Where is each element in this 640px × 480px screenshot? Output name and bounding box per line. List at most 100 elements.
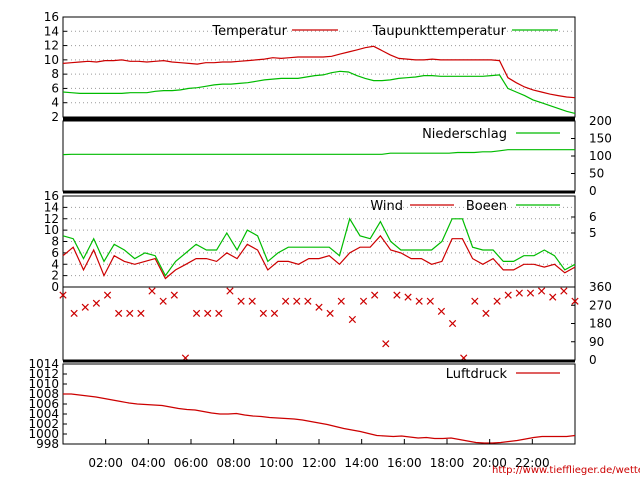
winddir-point <box>70 309 78 317</box>
winddir-point <box>526 289 535 297</box>
y-tick-label-right: 150 <box>589 132 612 146</box>
winddir-point <box>437 307 446 315</box>
winddir-point <box>426 297 434 305</box>
x-tick-label: 08:00 <box>216 456 251 470</box>
winddir-point <box>315 303 323 311</box>
y-tick-label-right: 100 <box>589 149 612 163</box>
wind-legend-label: Wind <box>370 199 403 214</box>
x-tick-label: 16:00 <box>387 456 422 470</box>
x-tick-label: 12:00 <box>302 456 337 470</box>
winddir-point <box>281 297 290 305</box>
winddir-point <box>270 309 279 317</box>
winddir-point <box>448 319 457 328</box>
series-gusts-line <box>62 217 576 277</box>
y-tick-label: 1006 <box>28 397 59 411</box>
winddir-point <box>549 293 557 301</box>
series-precipitation-line <box>62 149 575 156</box>
winddir-point <box>537 287 546 295</box>
y-tick-label-right: 360 <box>589 280 612 294</box>
y-tick-label: 8 <box>51 67 59 81</box>
temperature-legend-label: Temperatur <box>211 24 287 39</box>
y-tick-label-right: 90 <box>589 335 604 349</box>
winddir-point <box>404 293 412 301</box>
x-tick-label: 04:00 <box>131 456 166 470</box>
y-tick-label: 1000 <box>28 427 59 441</box>
precipitation-legend-label: Niederschlag <box>422 127 507 142</box>
winddir-point <box>504 291 512 299</box>
y-tick-label-right: 270 <box>589 298 612 312</box>
pressure-legend-label: Luftdruck <box>446 367 508 382</box>
winddir-point <box>259 309 267 317</box>
winddir-point <box>170 291 178 299</box>
winddir-point <box>415 297 423 305</box>
y-tick-label: 2 <box>51 269 59 283</box>
winddir-point <box>192 309 201 317</box>
y-tick-label: 10 <box>44 53 59 67</box>
winddir-point <box>59 291 67 299</box>
y-tick-label-right: 200 <box>589 114 612 128</box>
series-pressure-line <box>63 393 576 444</box>
winddir-point <box>248 297 256 305</box>
winddir-point <box>571 297 579 305</box>
y-tick-label: 1004 <box>28 407 59 421</box>
winddir-point <box>482 309 490 317</box>
y-tick-label-right: 50 <box>589 167 604 181</box>
x-tick-label: 14:00 <box>344 456 379 470</box>
y-tick-label: 0 <box>51 280 59 294</box>
series-temperature-line <box>62 45 576 99</box>
dewpoint-legend-label: Taupunkttemperatur <box>372 24 507 39</box>
x-tick-label: 02:00 <box>88 456 123 470</box>
y-tick-label: 16 <box>44 10 59 24</box>
y-tick-label: 4 <box>51 96 59 110</box>
temperature-panel-frame <box>62 16 576 118</box>
x-tick-label: 06:00 <box>174 456 209 470</box>
winddir-point <box>393 291 401 299</box>
winddir-point <box>204 309 212 317</box>
y-tick-label: 4 <box>51 257 59 271</box>
y-tick-label: 16 <box>44 189 59 203</box>
credit-link[interactable]: http://www.tiefflieger.de/wetter/ <box>492 465 640 476</box>
y-tick-label-right: 5 <box>589 226 597 240</box>
winddir-point <box>493 297 501 305</box>
winddir-point <box>326 309 334 317</box>
y-tick-label: 12 <box>44 212 59 226</box>
winddir-point <box>92 299 101 307</box>
y-tick-label: 1008 <box>28 387 59 401</box>
y-tick-label: 6 <box>51 246 59 260</box>
winddir-point <box>126 309 134 317</box>
winddir-point <box>337 297 345 305</box>
winddir-point <box>137 309 145 317</box>
winddir-point <box>237 297 245 305</box>
x-tick-label: 20:00 <box>472 456 507 470</box>
series-wind-line <box>62 234 576 280</box>
series-dewpoint-line <box>62 70 576 114</box>
y-tick-label: 1010 <box>28 377 59 391</box>
winddir-point <box>348 315 357 324</box>
y-tick-label-right: 180 <box>589 317 612 331</box>
winddir-point <box>471 297 479 305</box>
x-tick-label: 22:00 <box>515 456 550 470</box>
winddir-point <box>371 291 379 299</box>
y-tick-label-right: 0 <box>589 353 597 367</box>
winddir-point <box>115 309 123 317</box>
winddir-point <box>359 297 368 305</box>
y-tick-label-right: 0 <box>589 184 597 198</box>
winddir-point <box>103 291 112 299</box>
y-tick-label: 1014 <box>28 357 59 371</box>
y-tick-label: 14 <box>44 24 59 38</box>
y-tick-label: 2 <box>51 110 59 124</box>
winddir-point <box>226 287 234 295</box>
wind-panel-frame <box>62 195 576 361</box>
winddir-point <box>215 309 223 317</box>
winddir-point <box>293 297 301 305</box>
y-tick-label: 6 <box>51 81 59 95</box>
winddir-point <box>515 289 523 297</box>
winddir-point <box>382 340 390 348</box>
y-tick-label: 14 <box>44 200 59 214</box>
winddir-point <box>560 287 568 295</box>
winddir-point <box>159 297 167 305</box>
y-tick-label: 998 <box>36 437 59 451</box>
y-tick-label: 10 <box>44 223 59 237</box>
